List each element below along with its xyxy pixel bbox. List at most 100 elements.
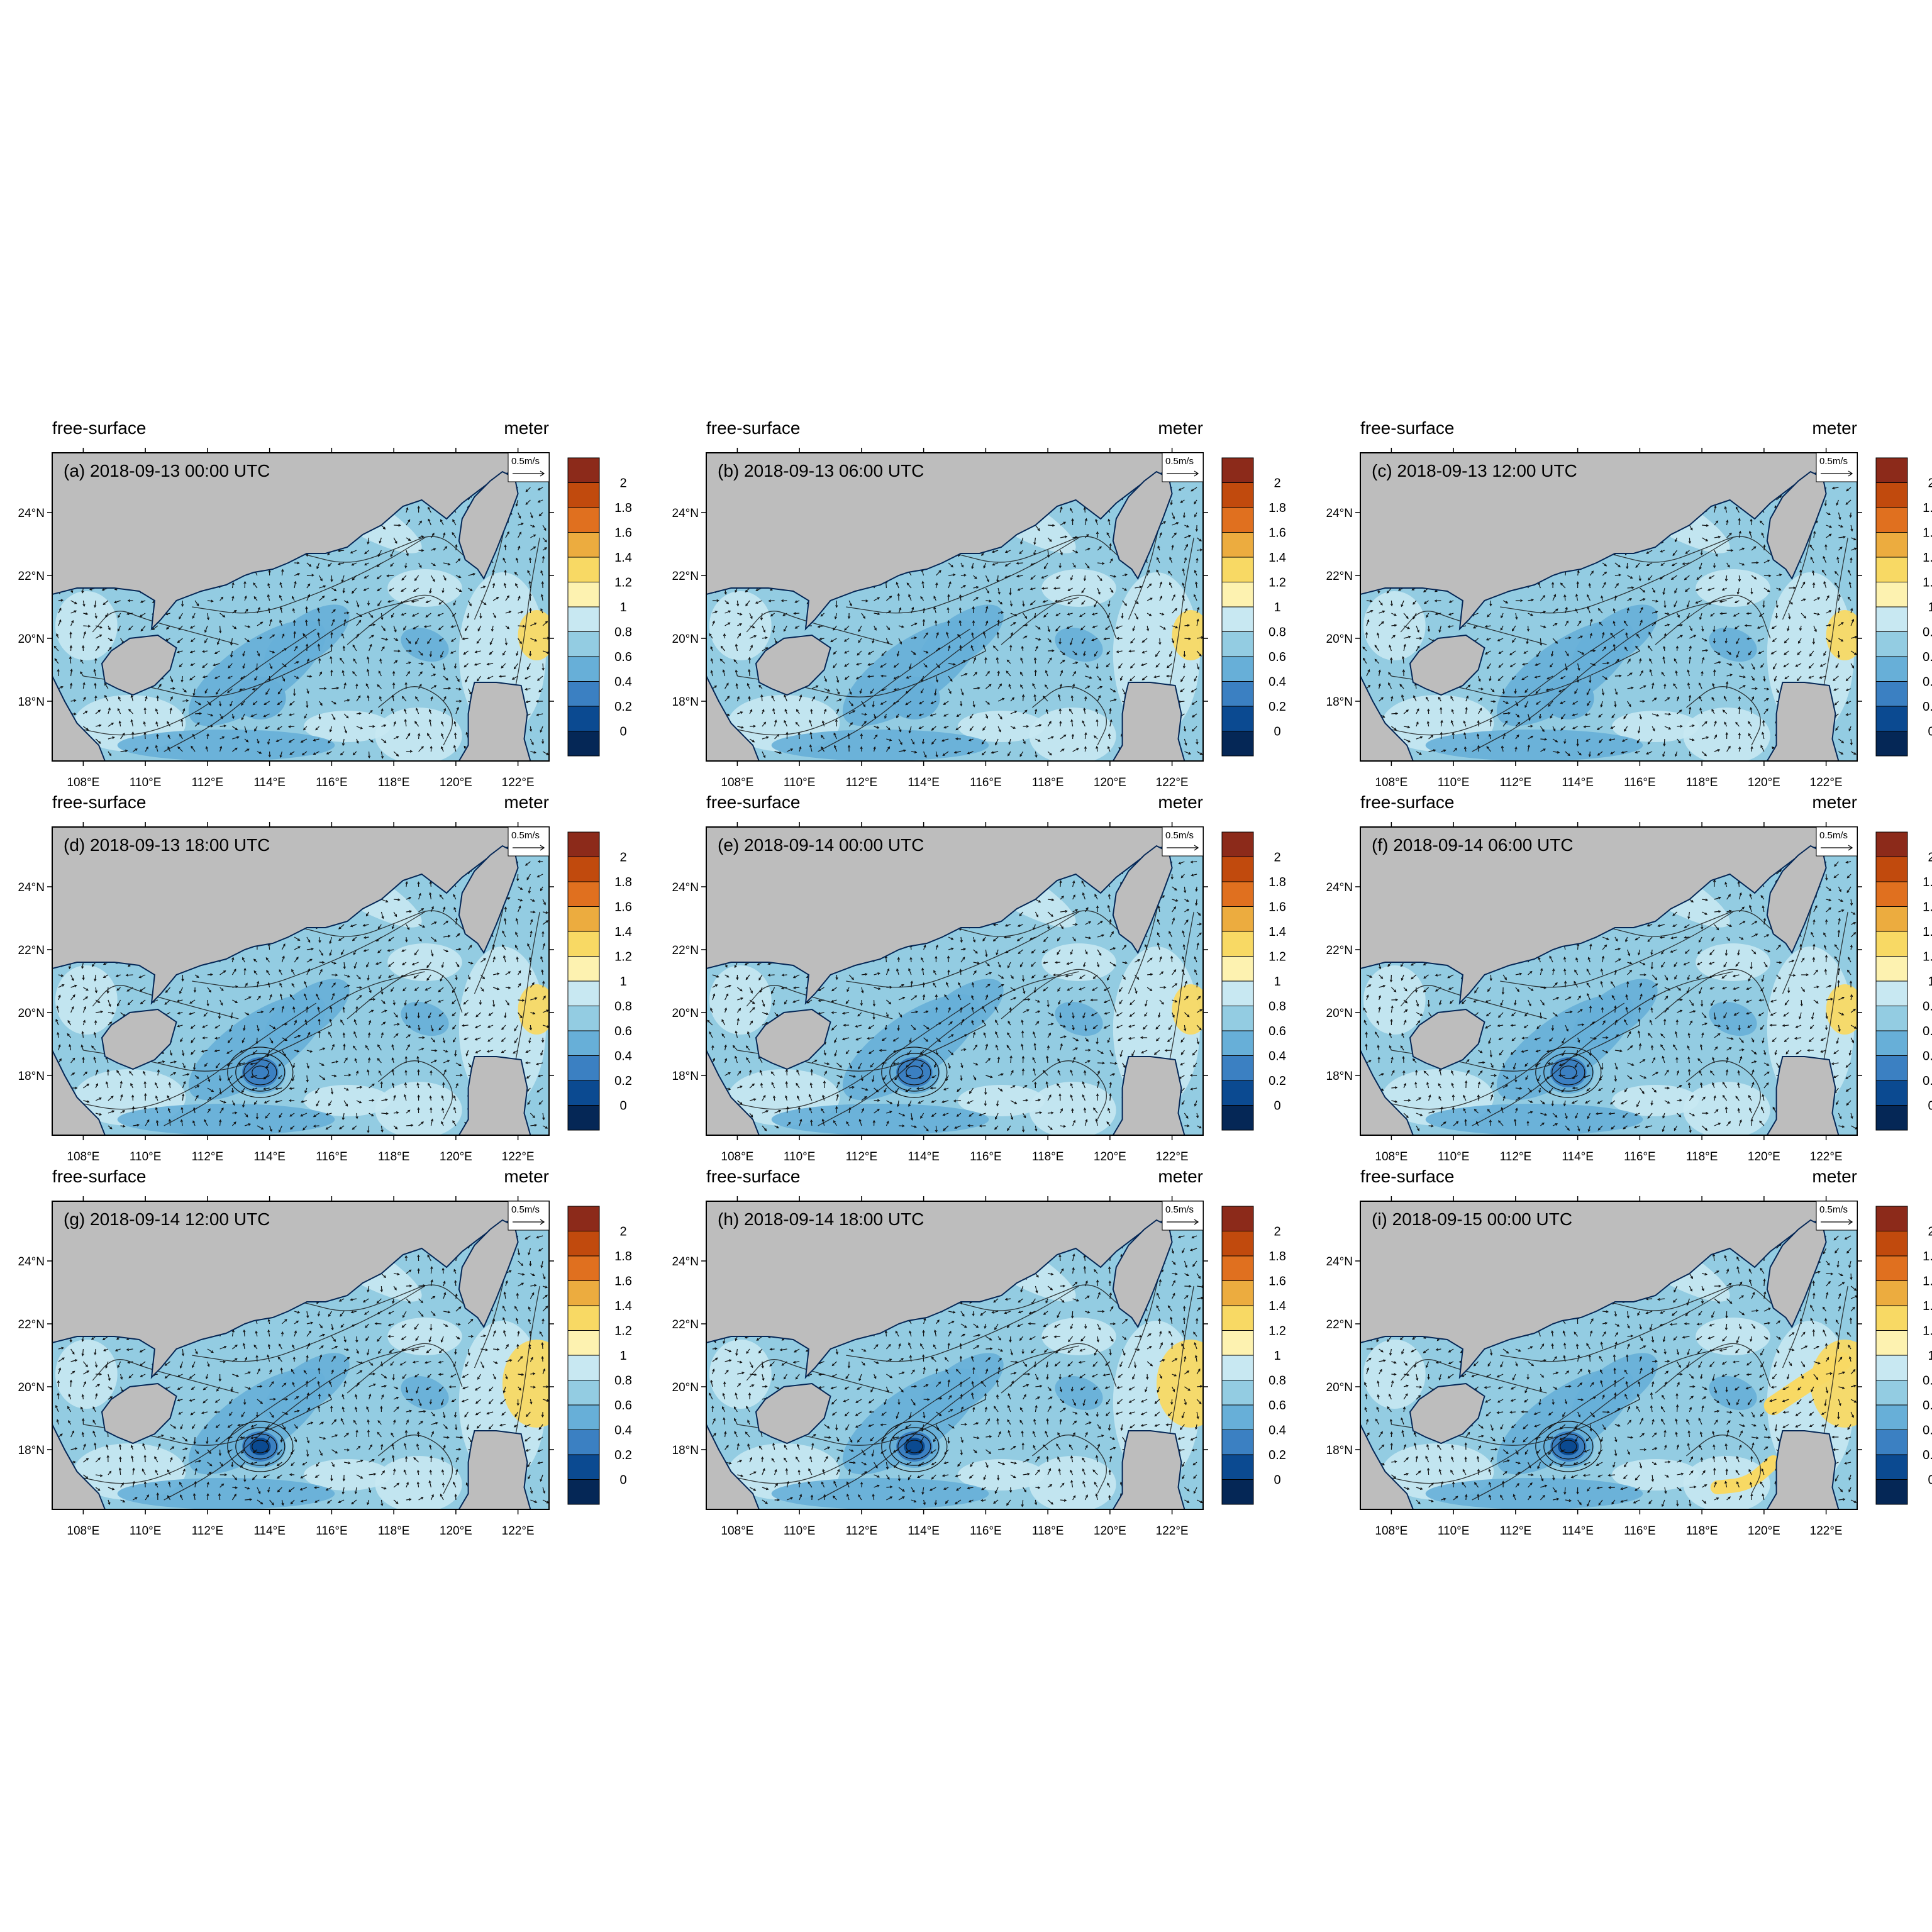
x-tick-label: 116°E [1624, 1150, 1656, 1163]
x-tick-label: 112°E [1500, 776, 1532, 789]
land-vietnam [1360, 675, 1414, 761]
y-tick-label: 24°N [1326, 507, 1353, 520]
x-tick-label: 118°E [378, 1524, 410, 1538]
colorbar: 2 1.8 1.6 1.4 1.2 1 0.8 0.6 0.4 0.2 0 [1221, 1206, 1286, 1505]
colorbar-label: 1 [1928, 975, 1932, 989]
variable-label: free-surface [706, 418, 801, 438]
panel-title: (a) 2018-09-13 00:00 UTC [64, 461, 270, 480]
surface-elevation-map: (i) 2018-09-15 00:00 UTC 0.5m/s 108°E 110°E… [1326, 1196, 1932, 1538]
x-tick-label: 118°E [1686, 776, 1718, 789]
y-tick-label: 18°N [1326, 1444, 1353, 1457]
x-tick-label: 108°E [1375, 1524, 1407, 1538]
colorbar-label: 0 [619, 1099, 626, 1113]
svg-text:0.5m/s: 0.5m/s [1165, 456, 1194, 467]
land-hainan [101, 634, 177, 696]
colorbar-label: 0.6 [1923, 650, 1932, 664]
land-hainan [101, 1008, 177, 1070]
land-taiwan [1112, 1219, 1173, 1329]
colorbar-label: 1.8 [1269, 501, 1286, 515]
y-tick-label: 22°N [1326, 944, 1353, 957]
colorbar-label: 2 [1274, 477, 1280, 491]
y-tick-label: 18°N [18, 696, 45, 709]
colorbar: 2 1.8 1.6 1.4 1.2 1 0.8 0.6 0.4 0.2 0 [567, 831, 632, 1131]
svg-text:0.5m/s: 0.5m/s [511, 830, 540, 841]
x-tick-label: 118°E [378, 1150, 410, 1163]
x-tick-label: 122°E [502, 1524, 535, 1538]
x-tick-label: 110°E [1438, 1150, 1470, 1163]
panel-title: (f) 2018-09-14 06:00 UTC [1372, 835, 1574, 855]
colorbar-label: 1.6 [1923, 901, 1932, 914]
land-luzon [1766, 1430, 1840, 1509]
x-tick-label: 112°E [846, 1150, 878, 1163]
colorbar-label: 1 [1928, 601, 1932, 614]
y-tick-label: 24°N [18, 881, 45, 894]
colorbar-label: 1.2 [1269, 576, 1286, 590]
reference-vector: 0.5m/s [508, 826, 550, 857]
y-tick-label: 20°N [672, 1381, 699, 1394]
x-tick-label: 116°E [970, 776, 1002, 789]
colorbar-label: 1.2 [1923, 1324, 1932, 1338]
y-tick-label: 22°N [18, 570, 45, 583]
colorbar-label: 0.8 [1269, 1374, 1286, 1388]
x-tick-label: 112°E [846, 776, 878, 789]
colorbar-label: 0.6 [1923, 1399, 1932, 1413]
colorbar-label: 1 [1274, 1349, 1280, 1363]
x-tick-label: 110°E [130, 1150, 162, 1163]
x-tick-label: 116°E [970, 1524, 1002, 1538]
colorbar-label: 2 [1928, 477, 1932, 491]
x-tick-label: 110°E [784, 1150, 816, 1163]
y-tick-label: 20°N [18, 633, 45, 646]
land-china [1360, 453, 1857, 631]
x-tick-label: 110°E [1438, 776, 1470, 789]
y-tick-label: 24°N [672, 881, 699, 894]
land-taiwan [1112, 845, 1173, 955]
colorbar-label: 0.2 [1923, 700, 1932, 714]
panel-title: (i) 2018-09-15 00:00 UTC [1372, 1209, 1572, 1229]
land-luzon [1112, 682, 1185, 761]
colorbar-label: 1.8 [1269, 875, 1286, 889]
x-tick-label: 112°E [846, 1524, 878, 1538]
land-luzon [458, 1056, 531, 1135]
colorbar-label: 0 [1274, 725, 1280, 739]
land-hainan [755, 1008, 831, 1070]
land-vietnam [706, 1424, 760, 1509]
colorbar-label: 1.8 [1923, 875, 1932, 889]
colorbar-label: 0.6 [614, 1399, 632, 1413]
y-tick-label: 20°N [18, 1381, 45, 1394]
colorbar-label: 1 [619, 975, 626, 989]
x-tick-label: 122°E [502, 1150, 535, 1163]
y-tick-label: 22°N [1326, 1318, 1353, 1331]
colorbar-label: 1.8 [614, 875, 632, 889]
reference-vector: 0.5m/s [1816, 452, 1858, 482]
x-tick-label: 114°E [1562, 776, 1594, 789]
colorbar-label: 0.6 [614, 1024, 632, 1038]
land-luzon [458, 1430, 531, 1509]
colorbar-label: 0 [619, 725, 626, 739]
colorbar-label: 1.2 [1923, 576, 1932, 590]
colorbar-label: 0.4 [1269, 675, 1286, 689]
colorbar-label: 1 [1274, 975, 1280, 989]
x-tick-label: 108°E [721, 1150, 753, 1163]
y-tick-label: 20°N [18, 1007, 45, 1020]
y-tick-label: 24°N [672, 1255, 699, 1269]
x-tick-label: 114°E [253, 776, 286, 789]
reference-vector: 0.5m/s [1162, 452, 1204, 482]
colorbar-label: 0.2 [1269, 1074, 1286, 1088]
x-tick-label: 114°E [1562, 1150, 1594, 1163]
colorbar-label: 1.2 [614, 950, 632, 964]
land-china [706, 1201, 1203, 1379]
map-panel: free-surface meter (e) 2018-09-14 00:00 UT… [672, 792, 1335, 1170]
colorbar-label: 1.4 [614, 551, 632, 565]
colorbar: 2 1.8 1.6 1.4 1.2 1 0.8 0.6 0.4 0.2 0 [1221, 457, 1286, 757]
land-hainan [1409, 1008, 1485, 1070]
colorbar-label: 0.4 [1923, 1424, 1932, 1438]
y-tick-label: 18°N [18, 1070, 45, 1083]
x-tick-label: 120°E [1748, 776, 1780, 789]
colorbar-label: 1.8 [1923, 1250, 1932, 1263]
colorbar-label: 1 [619, 601, 626, 614]
land-taiwan [1766, 470, 1827, 580]
colorbar-label: 1.4 [1923, 925, 1932, 939]
colorbar-label: 0 [1928, 1474, 1932, 1487]
reference-vector: 0.5m/s [1162, 826, 1204, 857]
x-tick-label: 120°E [1748, 1150, 1780, 1163]
